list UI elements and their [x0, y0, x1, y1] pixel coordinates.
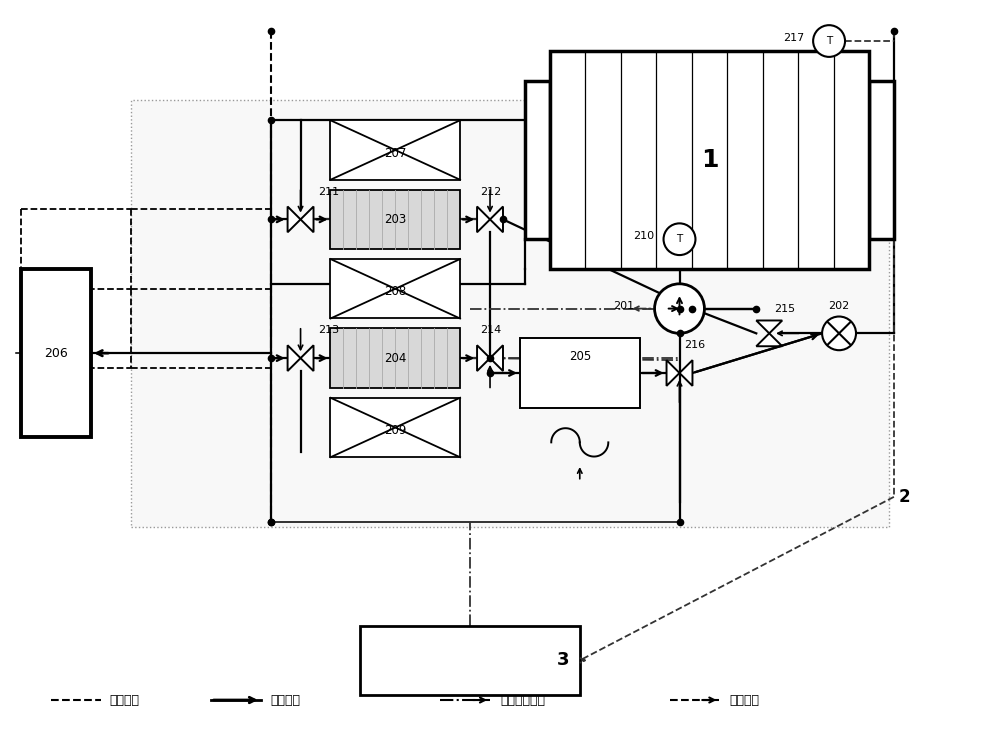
Polygon shape [477, 345, 490, 371]
Text: 214: 214 [480, 325, 501, 336]
Text: 203: 203 [384, 213, 406, 226]
Text: 216: 216 [684, 340, 706, 351]
Text: 215: 215 [774, 304, 795, 313]
Text: 开关控制信号: 开关控制信号 [500, 694, 545, 706]
Text: 211: 211 [319, 186, 340, 197]
Text: 204: 204 [384, 351, 406, 365]
Bar [330, 189, 460, 249]
Text: T: T [826, 36, 832, 46]
Text: 217: 217 [783, 33, 804, 43]
Text: 205: 205 [569, 350, 591, 363]
Text: 206: 206 [44, 347, 68, 360]
Bar [550, 51, 869, 269]
Bar [330, 398, 460, 457]
Circle shape [822, 316, 856, 350]
Text: 207: 207 [384, 146, 406, 160]
Polygon shape [490, 345, 503, 371]
Polygon shape [477, 207, 490, 232]
Bar [131, 101, 889, 527]
Text: 209: 209 [384, 424, 406, 437]
Bar [525, 81, 550, 239]
Text: 208: 208 [384, 285, 406, 298]
Circle shape [655, 283, 704, 333]
Polygon shape [756, 321, 782, 333]
Bar [21, 269, 91, 437]
Bar [520, 339, 640, 407]
Polygon shape [301, 207, 314, 232]
Text: 213: 213 [319, 325, 340, 336]
Text: 201: 201 [614, 301, 635, 310]
Text: 202: 202 [828, 301, 850, 310]
Polygon shape [680, 360, 692, 386]
Bar [330, 259, 460, 319]
Polygon shape [288, 207, 301, 232]
Circle shape [813, 25, 845, 57]
Circle shape [664, 223, 695, 255]
Text: 温度信号: 温度信号 [729, 694, 759, 706]
Text: 3: 3 [557, 651, 570, 669]
Text: T: T [676, 234, 683, 244]
Text: 210: 210 [633, 231, 655, 241]
Text: 2: 2 [899, 488, 911, 506]
Text: 1: 1 [701, 148, 718, 172]
Bar [360, 626, 580, 695]
Polygon shape [756, 333, 782, 346]
Text: 212: 212 [480, 186, 501, 197]
Bar [330, 120, 460, 180]
Polygon shape [301, 345, 314, 371]
Text: 冷却液流: 冷却液流 [271, 694, 301, 706]
Polygon shape [288, 345, 301, 371]
Polygon shape [490, 207, 503, 232]
Bar [330, 328, 460, 388]
Text: 脉冲电流: 脉冲电流 [109, 694, 139, 706]
Polygon shape [667, 360, 680, 386]
Bar [869, 81, 894, 239]
